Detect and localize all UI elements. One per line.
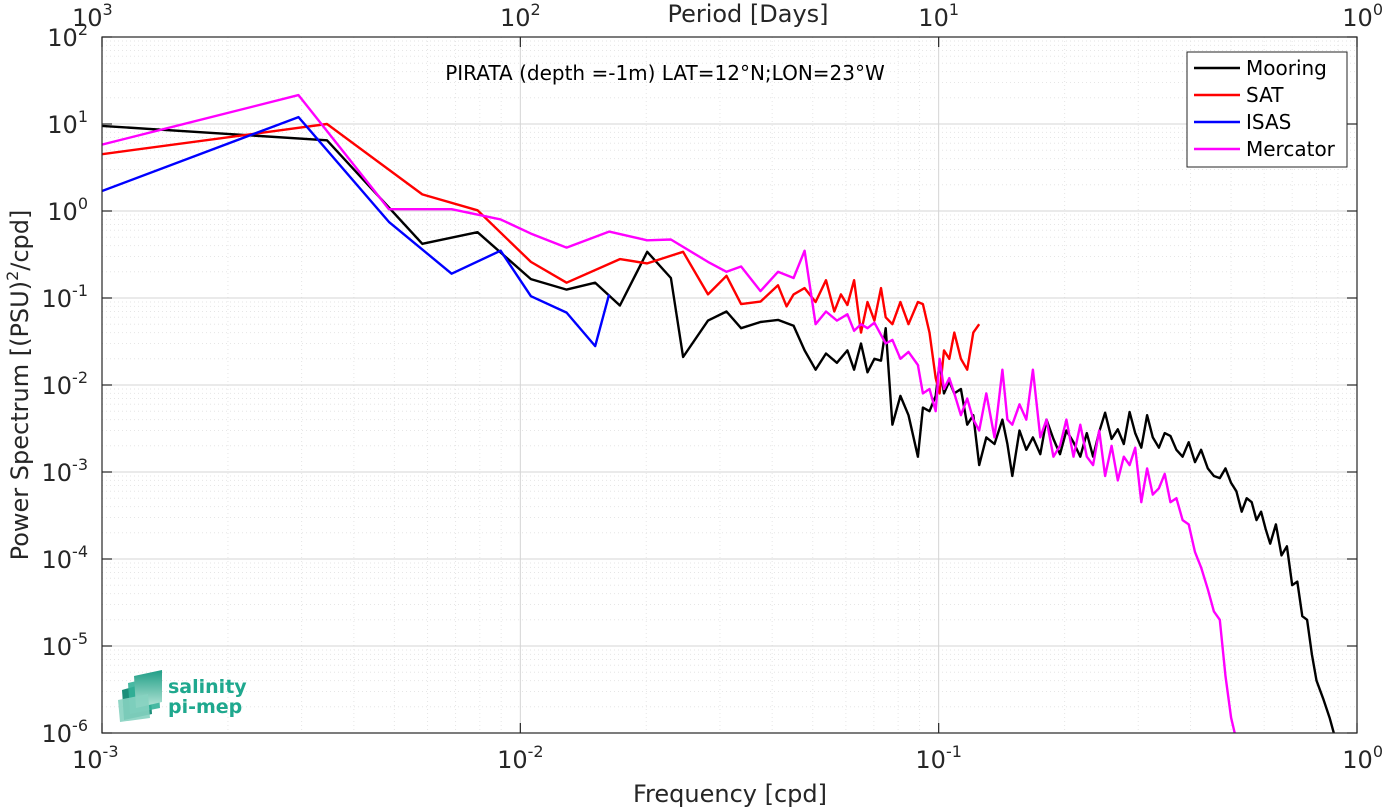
axis-ticks: 10-3 103 10-2 102 10-1 101 100 100 10-6 10-5 10-4 1… <box>42 0 1383 774</box>
logo-line2: pi-mep <box>168 696 242 718</box>
legend-label-isas: ISAS <box>1246 110 1291 134</box>
y-tick-label: 10-1 <box>42 281 89 313</box>
x-tick-label: 10-3 <box>72 742 119 774</box>
series-line-mercator <box>102 93 1236 733</box>
y-tick-label: 10-4 <box>42 542 89 574</box>
logo-line1: salinity <box>168 676 247 698</box>
y-tick-label: 10-5 <box>42 629 89 661</box>
top-tick-label: 102 <box>500 0 541 32</box>
chart-title: PIRATA (depth =-1m) LAT=12°N;LON=23°W <box>445 61 885 85</box>
salinity-pi-mep-logo: salinity pi-mep <box>118 670 247 722</box>
grid <box>101 36 1358 734</box>
series-layer <box>102 93 1335 733</box>
top-tick-label: 103 <box>72 0 113 32</box>
y-tick-label: 10-2 <box>42 368 89 400</box>
y-tick-label: 10-6 <box>42 716 89 748</box>
x-tick-label: 10-2 <box>497 742 544 774</box>
legend-label-mercator: Mercator <box>1246 137 1336 161</box>
x-tick-label: 10-1 <box>915 742 962 774</box>
y-tick-label: 10-3 <box>42 455 89 487</box>
series-line-isas <box>102 115 611 348</box>
y-tick-label: 101 <box>47 107 88 139</box>
legend: Mooring SAT ISAS Mercator <box>1186 51 1348 168</box>
x-axis-label: Frequency [cpd] <box>633 780 827 808</box>
series-line-sat <box>102 122 981 395</box>
x-tick-label: 100 <box>1342 742 1383 774</box>
series-line-mooring <box>102 124 1335 733</box>
top-tick-label: 101 <box>918 0 959 32</box>
top-tick-label: 100 <box>1342 0 1383 32</box>
y-tick-label: 102 <box>47 20 88 52</box>
legend-label-sat: SAT <box>1246 83 1284 107</box>
top-axis-label: Period [Days] <box>667 0 828 28</box>
legend-label-mooring: Mooring <box>1246 56 1327 80</box>
y-tick-label: 100 <box>47 194 88 226</box>
y-axis-label: Power Spectrum [(PSU)2/cpd] <box>3 210 34 561</box>
